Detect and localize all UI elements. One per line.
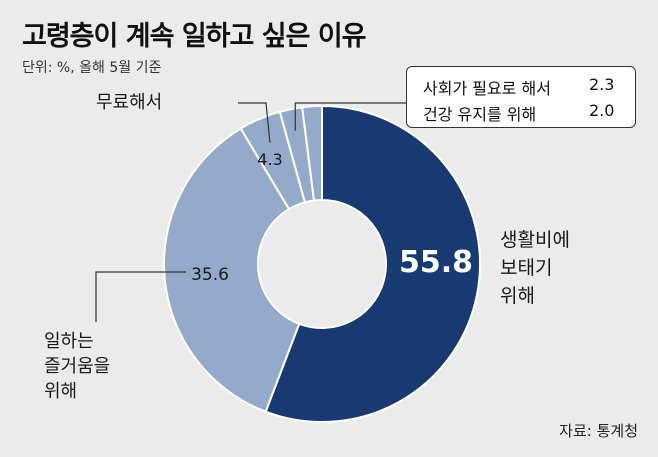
donut-slice: [163, 127, 301, 413]
callout-label: 사회가 필요로 해서: [423, 79, 551, 98]
category-label-living-costs: 위해: [500, 285, 535, 307]
category-label-enjoyment: 즐거움을: [44, 356, 110, 377]
source-note: 자료: 통계청: [559, 422, 638, 440]
leader-line-enjoyment: [95, 271, 186, 322]
callout-row-health: 건강 유지를 위해 2.0: [423, 101, 614, 125]
donut-slice: [301, 104, 323, 202]
chart-title: 고령층이 계속 일하고 싶은 이유: [22, 21, 367, 52]
callout-value: 2.0: [589, 101, 615, 120]
value-label-living-costs: 55.8: [399, 245, 473, 280]
leader-line-callout: [294, 102, 406, 131]
chart-subtitle: 단위: %, 올해 5월 기준: [22, 60, 162, 76]
callout-row-social: 사회가 필요로 해서 2.3: [423, 75, 614, 99]
small-category-callout: 사회가 필요로 해서 2.3 건강 유지를 위해 2.0: [406, 66, 636, 128]
category-label-boredom: 무료해서: [96, 92, 162, 113]
callout-value: 2.3: [589, 75, 615, 94]
category-label-enjoyment: 위해: [44, 381, 77, 402]
category-label-living-costs: 생활비에: [500, 229, 570, 251]
leader-lines: [95, 102, 406, 322]
leader-line-boredom: [238, 102, 271, 143]
value-label-enjoyment: 35.6: [191, 265, 229, 285]
category-label-living-costs: 보태기: [500, 257, 552, 279]
value-label-boredom: 4.3: [257, 150, 282, 169]
donut-slices: [163, 104, 481, 423]
donut-hole: [259, 201, 385, 327]
donut-slice: [264, 104, 481, 423]
category-label-enjoyment: 일하는: [44, 331, 94, 352]
callout-label: 건강 유지를 위해: [423, 105, 537, 124]
